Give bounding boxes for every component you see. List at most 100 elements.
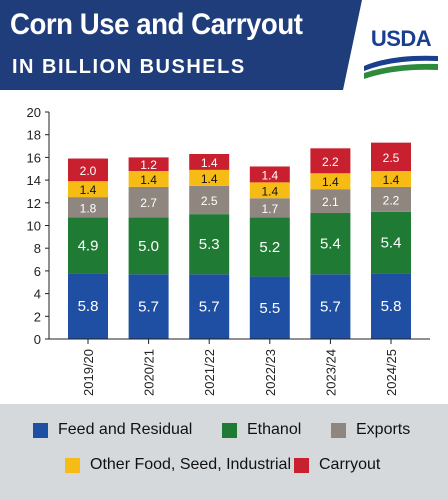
- legend-swatch: [331, 422, 346, 438]
- x-tick-label: 2022/23: [263, 349, 278, 396]
- legend-swatch: [222, 422, 237, 438]
- data-label: 2.1: [322, 195, 339, 209]
- legend: Feed and Residual Ethanol Exports Other Foo…: [0, 404, 448, 500]
- header-background: [0, 0, 362, 90]
- legend-item: Ethanol: [222, 421, 301, 439]
- bar-segment: [371, 211, 411, 274]
- y-tick-label: 14: [27, 173, 41, 188]
- bar-segment: [249, 198, 290, 218]
- data-label: 5.7: [138, 299, 159, 316]
- bar-segment: [189, 153, 230, 170]
- data-label: 5.7: [199, 299, 220, 316]
- bar-segment: [189, 169, 230, 186]
- bar-segment: [249, 166, 290, 183]
- data-label: 2.2: [322, 155, 339, 169]
- bar-segment: [371, 273, 411, 339]
- x-tick-label: 2019/20: [81, 349, 96, 396]
- usda-logo: USDA: [362, 26, 440, 82]
- legend-label: Other Food, Seed, Industrial: [90, 456, 291, 473]
- data-label: 4.9: [78, 237, 99, 254]
- bar-segment: [310, 274, 351, 339]
- bar-segment: [128, 274, 169, 339]
- x-tick-label: 2023/24: [323, 349, 338, 396]
- bar-segment: [68, 197, 108, 218]
- y-tick-label: 18: [27, 128, 41, 143]
- legend-item: Feed and Residual: [33, 421, 192, 439]
- y-tick-label: 16: [27, 150, 41, 165]
- bar-segment: [249, 276, 290, 339]
- legend-item: Exports: [331, 421, 410, 439]
- y-tick-label: 2: [34, 309, 41, 324]
- data-label: 1.4: [140, 173, 157, 187]
- legend-swatch: [65, 457, 80, 473]
- bar-segment: [128, 157, 169, 172]
- bar-segment: [68, 273, 108, 339]
- bar-segment: [371, 142, 411, 172]
- data-label: 1.4: [80, 183, 97, 197]
- bar-segment: [371, 186, 411, 212]
- y-tick-label: 8: [34, 241, 41, 256]
- data-label: 5.2: [259, 239, 280, 256]
- usda-logo-text: USDA: [370, 26, 432, 51]
- legend-item: Carryout: [294, 456, 380, 474]
- legend-swatch: [294, 457, 309, 473]
- data-label: 1.4: [201, 156, 218, 170]
- bar-segment: [310, 148, 351, 174]
- legend-label: Feed and Residual: [58, 421, 193, 438]
- bar-segment: [310, 173, 351, 190]
- data-label: 1.7: [261, 202, 278, 216]
- data-label: 5.5: [259, 300, 280, 317]
- x-tick-label: 2024/25: [384, 349, 399, 396]
- data-label: 1.4: [201, 172, 218, 186]
- data-label: 1.2: [140, 158, 157, 172]
- stacked-bar-chart: 0 2 4 6 8 10 12 14 16 18 20 5.8 4.9 1.8 1.4 2.0 2019/20 5…: [27, 105, 430, 396]
- y-tick-label: 10: [27, 219, 41, 234]
- y-tick-label: 4: [34, 287, 41, 302]
- bar-segment: [68, 181, 108, 198]
- bar-segment: [189, 274, 230, 339]
- data-label: 5.3: [199, 236, 220, 253]
- usda-logo-swoosh-icon: [364, 55, 438, 79]
- bar-segment: [310, 213, 351, 275]
- legend-label: Exports: [356, 421, 411, 438]
- y-tick-label: 0: [34, 332, 41, 347]
- data-label: 2.7: [140, 196, 157, 210]
- y-tick-label: 20: [27, 105, 41, 120]
- header-banner: Corn Use and Carryout IN BILLION BUSHELS…: [0, 0, 448, 90]
- chart-subtitle: IN BILLION BUSHELS: [12, 56, 246, 78]
- data-label: 2.0: [80, 164, 97, 178]
- x-tick-label: 2020/21: [142, 349, 157, 396]
- bar-segment: [128, 217, 169, 275]
- bar-segment: [189, 214, 230, 275]
- data-label: 2.5: [383, 151, 400, 165]
- legend-label: Ethanol: [247, 421, 302, 438]
- data-label: 5.4: [320, 236, 341, 253]
- bar-segment: [68, 158, 108, 182]
- bar-segment: [310, 189, 351, 214]
- data-label: 5.0: [138, 238, 159, 255]
- y-tick-label: 12: [27, 196, 41, 211]
- bar-segment: [189, 185, 230, 215]
- bar-segment: [128, 186, 169, 218]
- legend-swatch: [33, 422, 48, 438]
- data-label: 1.4: [261, 168, 278, 182]
- chart-title: Corn Use and Carryout: [10, 8, 303, 41]
- y-tick-label: 6: [34, 264, 41, 279]
- bar-segment: [371, 171, 411, 187]
- data-label: 1.8: [80, 201, 97, 215]
- bar-segment: [128, 171, 169, 187]
- bar-segment: [249, 182, 290, 199]
- data-label: 5.7: [320, 299, 341, 316]
- bar-segment: [249, 217, 290, 277]
- bar-segment: [68, 217, 108, 274]
- data-label: 5.8: [78, 298, 99, 315]
- x-tick-label: 2021/22: [202, 349, 217, 396]
- legend-label: Carryout: [319, 456, 381, 473]
- data-label: 1.4: [261, 184, 278, 198]
- data-label: 5.8: [381, 298, 402, 315]
- legend-item: Other Food, Seed, Industrial: [65, 456, 291, 474]
- data-label: 2.2: [383, 193, 400, 207]
- data-label: 5.4: [381, 235, 402, 252]
- data-label: 1.4: [322, 175, 339, 189]
